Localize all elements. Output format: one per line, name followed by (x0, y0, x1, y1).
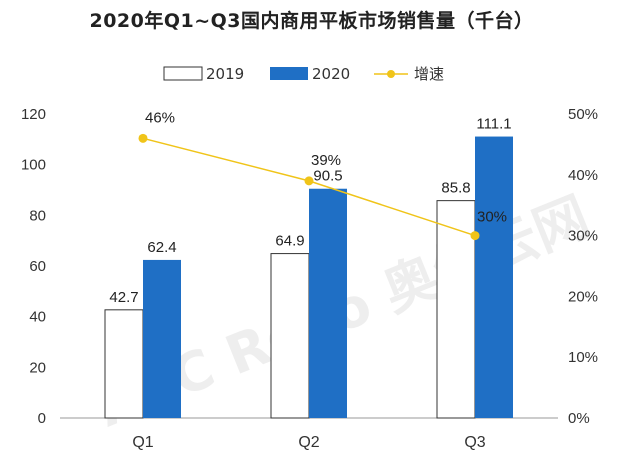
growth-point (304, 176, 314, 186)
legend: 2019 2020 增速 (163, 65, 444, 83)
x-tick-label: Q1 (132, 434, 153, 451)
data-label-2020: 90.5 (313, 168, 342, 185)
y-right-tick-label: 20% (568, 288, 598, 305)
data-label-2019: 64.9 (275, 233, 304, 250)
y-left-tick-label: 120 (21, 106, 46, 123)
y-left-tick-label: 100 (21, 157, 46, 174)
bar-2020 (143, 259, 181, 418)
axes: 0 20 40 60 80 100 120 0% 10% 20% 30% 40% 50% Q1 Q2 Q3 (21, 106, 598, 451)
y-left-tick-label: 0 (38, 410, 46, 427)
y-left-tick-label: 40 (29, 309, 46, 326)
bar-2020 (475, 136, 513, 418)
data-labels: 42.7 62.4 64.9 90.5 85.8 111.1 46% 39% 30% (109, 109, 511, 306)
data-label-growth: 46% (145, 109, 175, 126)
bar-2019 (104, 309, 144, 419)
growth-point (138, 133, 148, 143)
data-label-2019: 42.7 (109, 289, 138, 306)
legend-label-2020: 2020 (312, 65, 350, 83)
bar-2019 (270, 253, 310, 419)
legend-marker-growth (387, 70, 395, 78)
chart-title: 2020年Q1~Q3国内商用平板市场销售量（千台） (89, 10, 534, 32)
y-right-tick-label: 40% (568, 167, 598, 184)
x-tick-label: Q3 (464, 434, 485, 451)
legend-swatch-2020 (270, 67, 308, 80)
growth-point (470, 231, 480, 241)
y-right-tick-label: 30% (568, 228, 598, 245)
data-label-2019: 85.8 (441, 180, 470, 197)
y-left-tick-label: 60 (29, 258, 46, 275)
legend-label-growth: 增速 (414, 65, 444, 83)
bars (104, 136, 513, 419)
y-right-tick-label: 0% (568, 410, 590, 427)
y-right-tick-label: 10% (568, 349, 598, 366)
y-left-tick-label: 20 (29, 359, 46, 376)
legend-swatch-2019 (163, 66, 203, 81)
y-left-tick-label: 80 (29, 207, 46, 224)
x-tick-label: Q2 (298, 434, 319, 451)
data-label-growth: 39% (311, 152, 341, 169)
y-right-tick-label: 50% (568, 106, 598, 123)
data-label-2020: 111.1 (476, 116, 511, 133)
data-label-2020: 62.4 (147, 239, 176, 256)
growth-line (138, 133, 480, 241)
bar-2020 (309, 188, 347, 418)
data-label-growth: 30% (477, 209, 507, 226)
legend-label-2019: 2019 (206, 65, 244, 83)
bar-2019 (436, 200, 476, 419)
